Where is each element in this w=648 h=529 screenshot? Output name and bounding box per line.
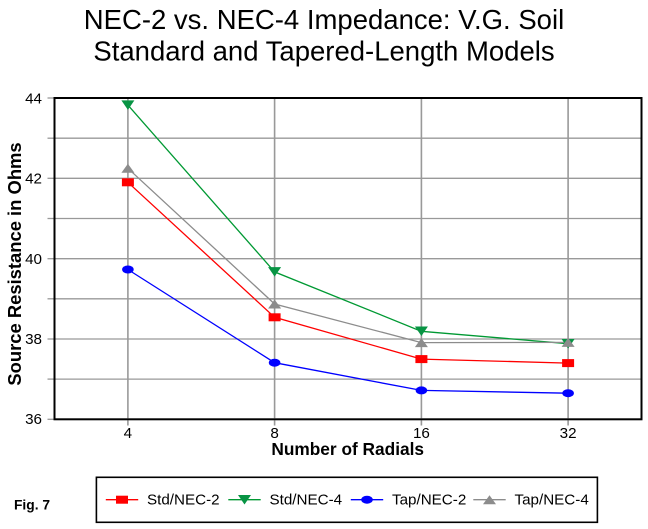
svg-text:16: 16 — [413, 425, 430, 442]
svg-text:Tap/NEC-2: Tap/NEC-2 — [392, 491, 466, 508]
svg-text:Tap/NEC-4: Tap/NEC-4 — [515, 491, 589, 508]
svg-text:Std/NEC-2: Std/NEC-2 — [147, 491, 220, 508]
svg-text:32: 32 — [560, 425, 577, 442]
svg-text:Standard and Tapered-Length Mo: Standard and Tapered-Length Models — [93, 35, 554, 66]
svg-text:Source Resistance in Ohms: Source Resistance in Ohms — [4, 142, 25, 385]
svg-text:42: 42 — [25, 171, 42, 188]
svg-text:38: 38 — [25, 331, 42, 348]
svg-text:Number of Radials: Number of Radials — [271, 439, 424, 459]
svg-text:40: 40 — [25, 251, 42, 268]
svg-text:NEC-2 vs. NEC-4 Impedance: V.G: NEC-2 vs. NEC-4 Impedance: V.G. Soil — [84, 4, 564, 35]
svg-text:8: 8 — [270, 425, 278, 442]
svg-text:4: 4 — [124, 425, 132, 442]
svg-text:44: 44 — [25, 91, 42, 108]
svg-text:Std/NEC-4: Std/NEC-4 — [270, 491, 343, 508]
svg-text:Fig. 7: Fig. 7 — [14, 498, 50, 513]
svg-text:36: 36 — [25, 411, 42, 428]
